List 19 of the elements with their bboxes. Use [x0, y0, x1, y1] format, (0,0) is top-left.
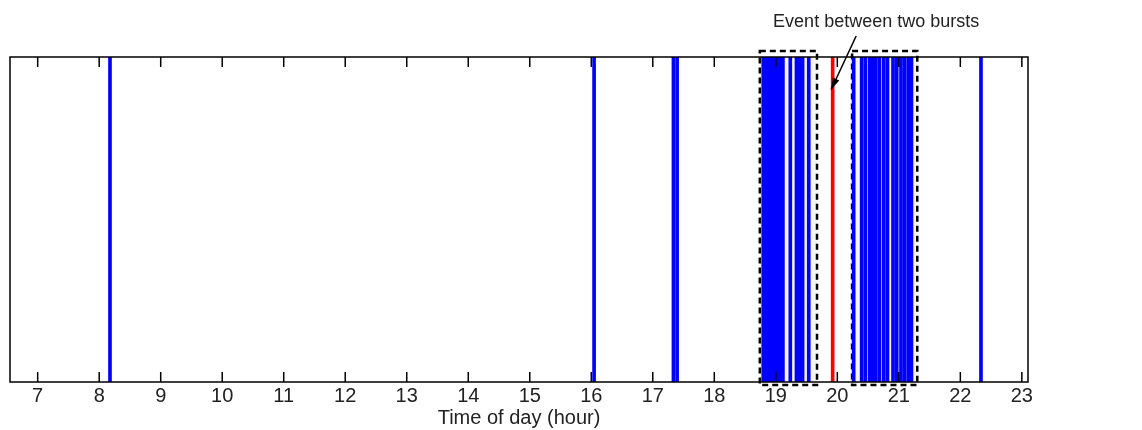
x-tick-label: 9 — [155, 383, 167, 406]
x-tick-label: 21 — [887, 383, 910, 406]
x-tick-label: 7 — [32, 383, 44, 406]
x-tick-label: 8 — [93, 383, 105, 406]
x-tick-label: 11 — [273, 383, 295, 406]
x-tick-label: 23 — [1010, 383, 1033, 406]
x-tick-label: 16 — [580, 383, 603, 406]
x-axis-title: Time of day (hour) — [437, 405, 601, 428]
x-tick-label: 22 — [949, 383, 972, 406]
x-tick-label: 10 — [211, 383, 234, 406]
x-tick-label: 14 — [457, 383, 480, 406]
x-tick-label: 13 — [395, 383, 418, 406]
x-tick-label: 15 — [518, 383, 541, 406]
x-tick-label: 17 — [641, 383, 664, 406]
x-tick-label: 12 — [334, 383, 357, 406]
x-tick-label: 20 — [826, 383, 849, 406]
x-tick-label: 19 — [764, 383, 787, 406]
annotation: Event between two bursts — [773, 10, 980, 31]
x-tick-label: 18 — [703, 383, 726, 406]
